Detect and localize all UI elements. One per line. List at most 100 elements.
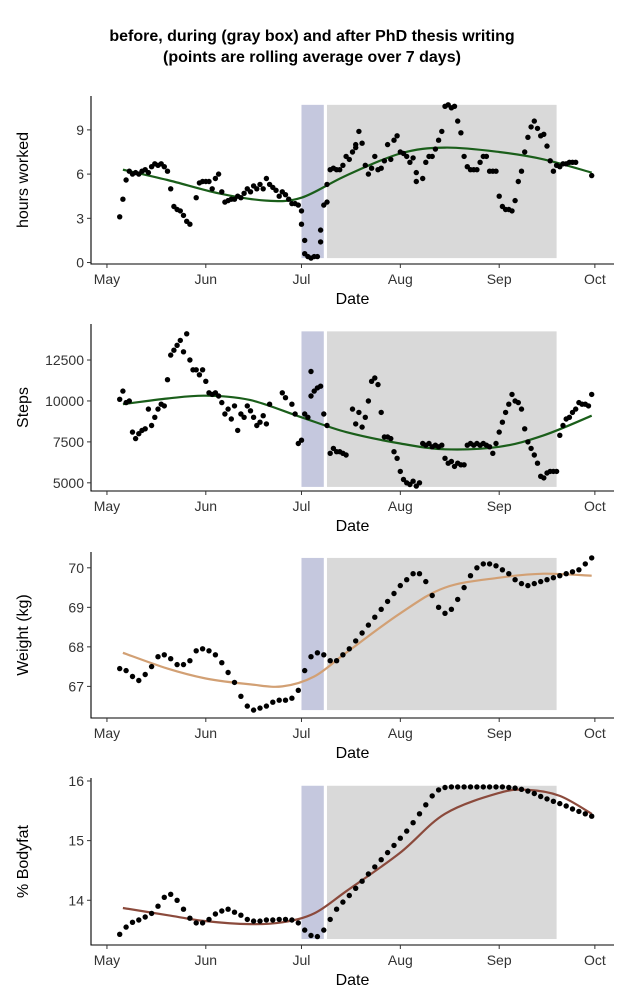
data-point <box>368 165 375 171</box>
y-tick-label: 69 <box>68 599 84 615</box>
data-point <box>333 658 340 664</box>
data-point <box>557 800 563 807</box>
data-point <box>298 221 305 227</box>
data-point <box>480 561 486 567</box>
data-point <box>129 673 136 680</box>
data-point <box>266 401 273 407</box>
data-point <box>435 137 442 143</box>
data-point <box>541 475 547 481</box>
data-point <box>353 885 359 891</box>
data-point <box>442 784 448 791</box>
data-point <box>416 811 423 817</box>
y-tick-label: 9 <box>76 122 84 138</box>
data-point <box>193 367 199 373</box>
data-point <box>270 699 276 705</box>
data-point <box>531 452 537 458</box>
data-point <box>321 927 327 933</box>
data-point <box>576 808 582 815</box>
data-point <box>560 422 566 429</box>
data-point <box>295 687 301 693</box>
data-point <box>378 606 384 612</box>
data-point <box>413 178 419 185</box>
data-point <box>512 785 518 791</box>
data-point <box>359 424 365 430</box>
data-point <box>515 178 521 185</box>
x-tick-label: May <box>94 271 120 287</box>
data-point <box>499 784 506 790</box>
data-point <box>394 133 400 139</box>
smooth-trend-line <box>122 394 593 451</box>
data-point <box>518 786 525 792</box>
data-point <box>439 128 445 135</box>
data-point <box>225 406 231 412</box>
data-point <box>461 462 467 468</box>
data-point <box>180 212 187 219</box>
data-point <box>257 705 263 711</box>
data-point <box>410 478 416 484</box>
data-point <box>289 401 295 407</box>
data-point <box>435 604 442 610</box>
data-point <box>442 610 448 616</box>
data-point <box>512 197 518 204</box>
y-tick-label: 67 <box>68 678 84 694</box>
data-point <box>365 871 372 877</box>
data-point <box>499 419 506 425</box>
data-point <box>219 908 225 914</box>
data-point <box>506 571 512 577</box>
chart-title-line2: (points are rolling average over 7 days) <box>163 49 461 66</box>
data-point <box>531 118 537 124</box>
data-point <box>187 915 193 921</box>
data-point <box>136 677 142 684</box>
data-point <box>219 660 225 666</box>
x-tick-label: Aug <box>388 725 413 741</box>
x-tick-label: Sep <box>487 952 512 968</box>
data-point <box>161 652 167 658</box>
x-tick-label: Sep <box>487 498 512 514</box>
data-point <box>250 414 257 420</box>
data-point <box>117 931 123 937</box>
data-point <box>321 411 327 417</box>
smooth-trend-line <box>122 572 592 688</box>
data-point <box>206 178 212 185</box>
data-point <box>225 669 231 676</box>
y-tick-label: 12500 <box>45 352 84 368</box>
data-point <box>215 393 222 399</box>
data-point <box>544 143 550 149</box>
data-point <box>404 577 410 583</box>
x-tick-label: Sep <box>487 271 512 287</box>
x-tick-label: May <box>94 952 120 968</box>
data-point <box>317 227 324 233</box>
data-point <box>582 811 588 817</box>
data-point <box>391 449 397 455</box>
data-point <box>276 193 282 199</box>
data-point <box>148 910 155 917</box>
data-point <box>308 932 314 939</box>
data-point <box>423 159 429 165</box>
data-point <box>467 573 474 579</box>
data-point <box>142 914 148 920</box>
data-point <box>238 195 244 201</box>
y-axis-title: Steps <box>15 387 32 428</box>
data-point <box>193 195 199 201</box>
data-point <box>244 703 250 709</box>
data-point <box>206 916 212 923</box>
data-point <box>317 239 324 245</box>
shaded-region-gray-box <box>326 331 557 487</box>
data-point <box>522 426 528 432</box>
data-point <box>317 383 324 389</box>
data-point <box>528 445 534 452</box>
data-point <box>219 189 225 195</box>
y-axis-title: % Bodyfat <box>15 824 32 897</box>
data-point <box>391 842 397 849</box>
data-point <box>486 784 493 790</box>
data-point <box>228 416 234 422</box>
data-point <box>423 578 429 585</box>
data-point <box>378 409 384 416</box>
data-point <box>582 561 588 567</box>
data-point <box>509 208 515 214</box>
data-point <box>496 193 502 199</box>
y-tick-label: 15 <box>68 833 84 849</box>
data-point <box>247 408 254 414</box>
data-point <box>292 411 298 417</box>
data-point <box>378 857 384 863</box>
